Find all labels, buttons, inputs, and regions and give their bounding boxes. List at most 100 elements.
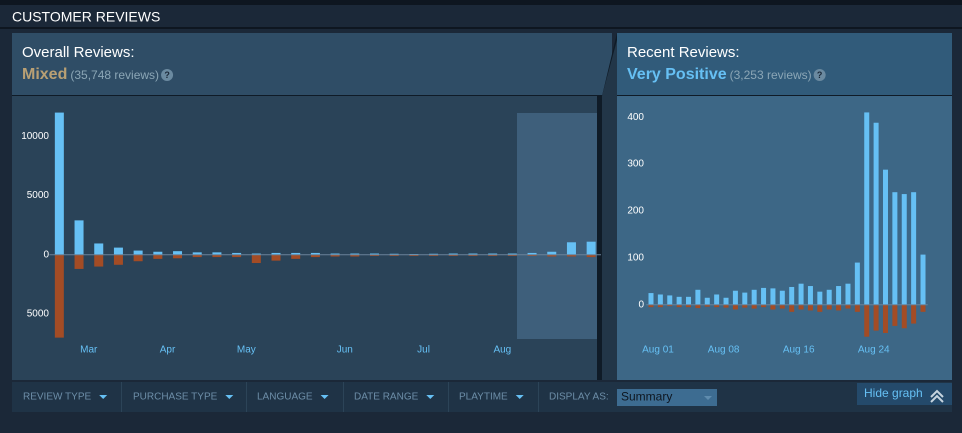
x-tick-label: May [237, 345, 256, 356]
bar [826, 289, 832, 305]
bar [686, 296, 692, 305]
recent-header [617, 33, 952, 95]
bar [291, 252, 301, 255]
filter-dropdown[interactable]: REVIEW TYPE [23, 392, 91, 403]
chevron [930, 394, 944, 403]
bar [369, 253, 379, 255]
y-tick-label: 200 [627, 206, 644, 217]
bar [817, 304, 823, 312]
display-as-label: DISPLAY AS: [549, 392, 609, 403]
bar [751, 289, 757, 305]
y-tick-label: 5000 [27, 309, 50, 320]
bar [429, 254, 439, 256]
hide-graph-button[interactable] [857, 383, 952, 405]
bar [173, 254, 183, 259]
filter-dropdown[interactable]: LANGUAGE [257, 392, 313, 403]
bar [212, 254, 222, 258]
bar [911, 192, 917, 305]
dropdown-arrow [99, 395, 108, 399]
bar [667, 295, 673, 305]
bar [488, 254, 498, 256]
x-tick-label: Mar [80, 345, 98, 356]
y-tick-label: 300 [627, 159, 644, 170]
bar [133, 254, 143, 262]
bar [686, 304, 692, 308]
bar [695, 304, 701, 309]
help-icon[interactable] [161, 69, 174, 81]
filter-bar [12, 382, 952, 412]
bar [507, 254, 517, 256]
bar [864, 112, 870, 305]
bar [133, 250, 143, 255]
bar [732, 304, 738, 310]
y-tick-label: 0 [43, 249, 49, 260]
bar [817, 291, 823, 305]
bar [714, 294, 720, 305]
dropdown-arrow [515, 395, 524, 399]
bar [789, 286, 795, 305]
bar [330, 253, 340, 255]
bar [873, 122, 879, 305]
x-tick-label: Aug [493, 345, 511, 356]
bar [742, 292, 748, 305]
bar [468, 254, 478, 256]
bar [212, 252, 222, 255]
bar [723, 304, 729, 308]
x-tick-label: Jul [417, 345, 430, 356]
bar [676, 296, 682, 305]
bar [723, 297, 729, 305]
help-icon[interactable] [813, 69, 826, 81]
bar [350, 254, 360, 257]
recent-rating: Very Positive [627, 66, 727, 83]
bar [920, 254, 926, 305]
bar [873, 304, 879, 331]
bar [94, 254, 104, 267]
bar [836, 286, 842, 305]
bar [798, 304, 804, 310]
bar [310, 254, 320, 258]
bar [648, 293, 654, 305]
overall-divider [12, 95, 612, 96]
hide-graph-text[interactable]: Hide graph [864, 386, 923, 400]
overall-label: Overall Reviews: [22, 44, 135, 61]
bar [779, 290, 785, 305]
bar [232, 254, 242, 258]
bar [657, 294, 663, 305]
title-rule [0, 27, 962, 29]
help-mark[interactable]: ? [164, 70, 170, 80]
bar [704, 304, 710, 307]
recent-count: (3,253 reviews) [730, 68, 812, 82]
bar [882, 169, 888, 305]
bar [350, 253, 360, 255]
display-select-value[interactable]: Summary [621, 390, 672, 404]
bar [251, 254, 261, 264]
bar [854, 262, 860, 305]
bar [409, 254, 419, 256]
section-title: CUSTOMER REVIEWS [12, 9, 160, 25]
dropdown-arrow [426, 395, 435, 399]
recent-range-highlight [517, 113, 597, 339]
bar [770, 288, 776, 305]
bar [468, 253, 478, 255]
bar [826, 304, 832, 310]
help-mark[interactable]: ? [817, 70, 823, 80]
bar [761, 304, 767, 308]
bar [648, 304, 654, 308]
bar [761, 287, 767, 305]
x-tick-label: Aug 01 [642, 345, 674, 356]
bar [586, 254, 596, 258]
bar [330, 254, 340, 257]
bar [882, 304, 888, 333]
filter-group: REVIEW TYPE PURCHASE TYPE LANGUAGE DATE RAN… [23, 382, 539, 412]
bar [527, 252, 537, 255]
overall-count: (35,748 reviews) [70, 68, 159, 82]
filter-dropdown[interactable]: PURCHASE TYPE [133, 392, 218, 403]
separator [246, 382, 247, 412]
bar [864, 304, 870, 337]
y-tick-label: 0 [638, 299, 644, 310]
display-select[interactable] [617, 389, 717, 406]
bar [94, 243, 104, 255]
filter-dropdown[interactable]: PLAYTIME [459, 392, 508, 403]
filter-dropdown[interactable]: DATE RANGE [354, 392, 419, 403]
bar [54, 112, 64, 255]
